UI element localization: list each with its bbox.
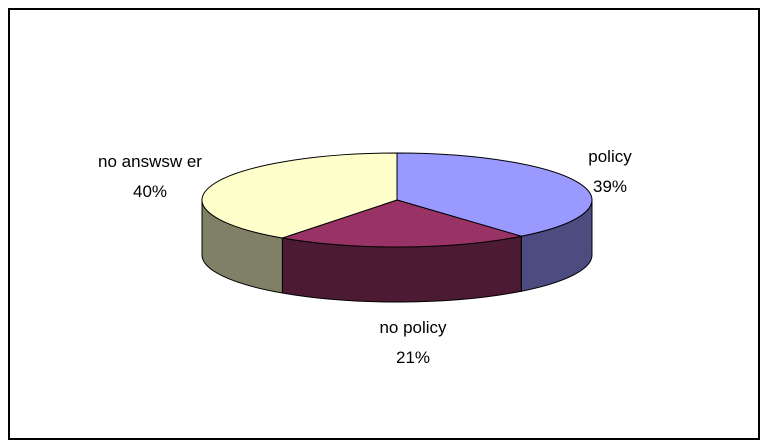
label-policy-name: policy [588,147,632,166]
slice-no-policy [282,199,522,248]
pie-sides [201,199,593,303]
slice-policy [396,152,593,237]
label-no-answer-name: no answsw er [98,152,202,171]
pie-labels: policy 39% no policy 21% no answsw er 40… [98,147,632,367]
label-no-policy-name: no policy [379,318,447,337]
pie-tops [201,152,593,248]
label-no-answer-percent: 40% [133,182,167,201]
label-policy-percent: 39% [593,177,627,196]
slice-no-answer [201,152,398,239]
label-no-policy-percent: 21% [396,348,430,367]
